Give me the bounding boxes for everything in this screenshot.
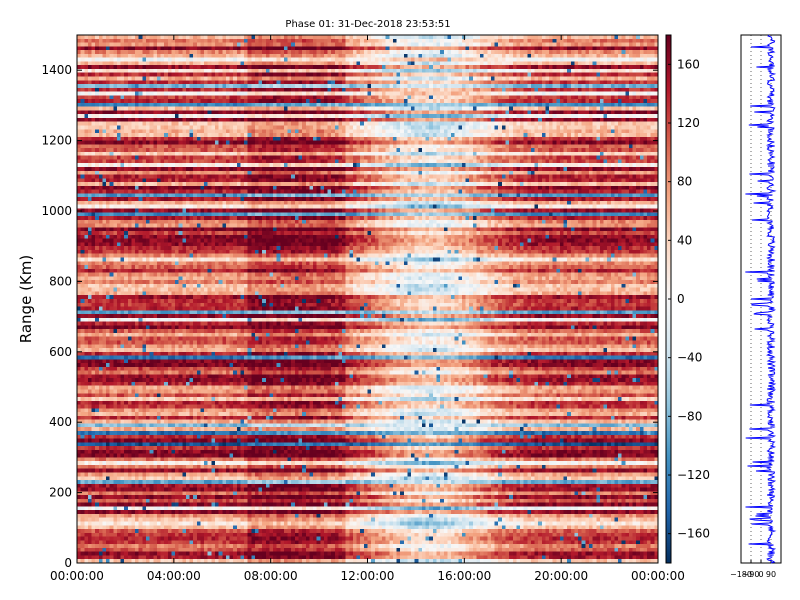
y-tick-label: 800 [49, 274, 72, 288]
profile-x-ticks: −180−90 0 90 [730, 560, 776, 579]
y-tick-label: 1400 [41, 63, 72, 77]
y-axis-ticks: 0 200 400 600 800 1000 1200 1400 [41, 63, 658, 570]
colorbar-tick-label: −120 [677, 468, 710, 482]
x-tick-label: 00:00:00 [50, 569, 104, 583]
colorbar-tick-label: −40 [677, 351, 702, 365]
colorbar-tick-label: 80 [677, 175, 692, 189]
colorbar-tick-label: −80 [677, 409, 702, 423]
phase-heatmap [77, 35, 658, 563]
colorbar-tick-label: −160 [677, 527, 710, 541]
y-tick-label: 200 [49, 486, 72, 500]
x-tick-label: 08:00:00 [244, 569, 298, 583]
chart-title: Phase 01: 31-Dec-2018 23:53:51 [285, 19, 450, 30]
y-tick-label: 0 [64, 556, 72, 570]
profile-tick-label: −90 [743, 570, 760, 579]
y-tick-label: 400 [49, 415, 72, 429]
x-tick-label: 16:00:00 [437, 569, 491, 583]
x-tick-label: 04:00:00 [147, 569, 201, 583]
colorbar-tick-label: 40 [677, 233, 692, 247]
colorbar-tick-label: 0 [677, 292, 685, 306]
y-tick-label: 1200 [41, 134, 72, 148]
x-tick-label: 00:00:00 [631, 569, 685, 583]
y-tick-label: 1000 [41, 204, 72, 218]
x-axis-ticks: 00:00:00 04:00:00 08:00:00 12:00:00 16:00:00… [50, 35, 685, 583]
colorbar-tick-label: 120 [677, 116, 700, 130]
profile-tick-label: 0 [758, 570, 763, 579]
profile-tick-label: −180 [730, 570, 752, 579]
colorbar-tick-label: 160 [677, 57, 700, 71]
colorbar-ticks: 160 120 80 40 0 −40 −80 −120 −160 [668, 57, 710, 541]
x-tick-label: 20:00:00 [534, 569, 588, 583]
y-tick-label: 600 [49, 345, 72, 359]
y-axis-label: Range (Km) [17, 255, 35, 343]
x-tick-label: 12:00:00 [341, 569, 395, 583]
phase-profile-line [745, 34, 777, 564]
profile-tick-label: 90 [766, 570, 776, 579]
heatmap-frame [76, 34, 659, 564]
